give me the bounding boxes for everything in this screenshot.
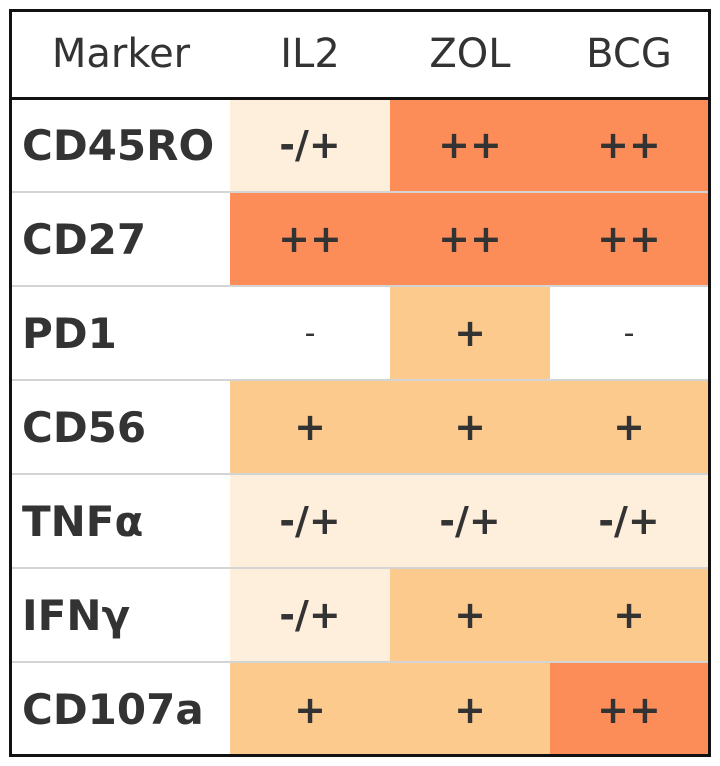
marker-label: CD45RO bbox=[12, 98, 230, 192]
value-cell: ++ bbox=[550, 661, 708, 754]
value-cell: ++ bbox=[230, 191, 390, 286]
value-cell: + bbox=[230, 379, 390, 474]
value-cell: + bbox=[550, 379, 708, 474]
value-cell: -/+ bbox=[230, 567, 390, 662]
table-row: IFNγ -/+ + + bbox=[12, 567, 708, 662]
value-cell: ++ bbox=[550, 98, 708, 192]
value-cell: + bbox=[550, 567, 708, 662]
value-cell: - bbox=[550, 285, 708, 380]
table-row: CD56 + + + bbox=[12, 379, 708, 474]
header-bcg: BCG bbox=[550, 12, 708, 100]
value-cell: -/+ bbox=[390, 473, 550, 568]
table-row: CD107a + + ++ bbox=[12, 661, 708, 754]
header-row: Marker IL2 ZOL BCG bbox=[12, 12, 708, 100]
value-cell: + bbox=[230, 661, 390, 754]
table-row: CD45RO -/+ ++ ++ bbox=[12, 98, 708, 192]
table-row: CD27 ++ ++ ++ bbox=[12, 191, 708, 286]
value-cell: ++ bbox=[390, 191, 550, 286]
marker-table: Marker IL2 ZOL BCG CD45RO -/+ ++ ++ CD27… bbox=[12, 12, 708, 754]
value-cell: -/+ bbox=[230, 473, 390, 568]
header-marker: Marker bbox=[12, 12, 230, 100]
value-cell: - bbox=[230, 285, 390, 380]
value-cell: ++ bbox=[390, 98, 550, 192]
value-cell: ++ bbox=[550, 191, 708, 286]
marker-label: PD1 bbox=[12, 285, 230, 380]
value-cell: + bbox=[390, 567, 550, 662]
value-cell: -/+ bbox=[230, 98, 390, 192]
header-il2: IL2 bbox=[230, 12, 390, 100]
value-cell: + bbox=[390, 379, 550, 474]
marker-label: TNFα bbox=[12, 473, 230, 568]
marker-label: IFNγ bbox=[12, 567, 230, 662]
header-zol: ZOL bbox=[390, 12, 550, 100]
table-row: PD1 - + - bbox=[12, 285, 708, 380]
marker-label: CD27 bbox=[12, 191, 230, 286]
table-row: TNFα -/+ -/+ -/+ bbox=[12, 473, 708, 568]
marker-label: CD56 bbox=[12, 379, 230, 474]
marker-table-frame: Marker IL2 ZOL BCG CD45RO -/+ ++ ++ CD27… bbox=[9, 9, 711, 757]
value-cell: + bbox=[390, 661, 550, 754]
value-cell: + bbox=[390, 285, 550, 380]
value-cell: -/+ bbox=[550, 473, 708, 568]
marker-label: CD107a bbox=[12, 661, 230, 754]
